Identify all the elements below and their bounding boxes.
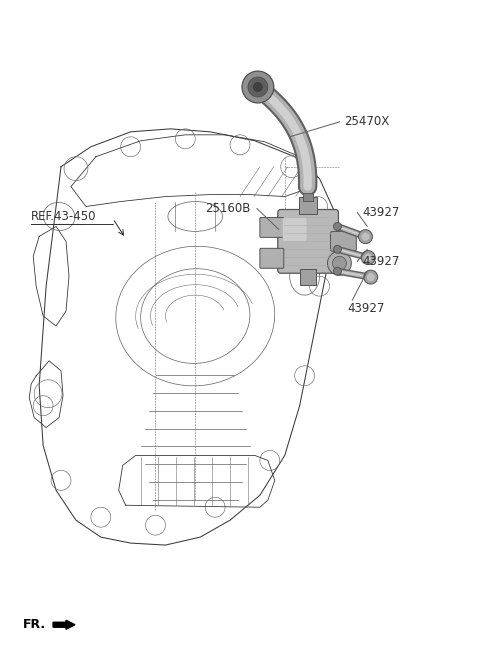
Circle shape — [361, 251, 375, 264]
Circle shape — [361, 233, 370, 241]
FancyBboxPatch shape — [330, 232, 356, 251]
Text: REF.43-450: REF.43-450 — [31, 210, 96, 223]
Text: 25470X: 25470X — [344, 115, 390, 129]
Circle shape — [367, 273, 375, 281]
Circle shape — [334, 222, 341, 230]
Bar — [299, 197, 316, 215]
Text: 43927: 43927 — [362, 255, 400, 268]
Circle shape — [242, 71, 274, 103]
Circle shape — [364, 270, 378, 284]
FancyBboxPatch shape — [260, 249, 284, 268]
FancyBboxPatch shape — [260, 218, 284, 237]
Circle shape — [327, 251, 351, 276]
Bar — [302, 193, 312, 201]
Circle shape — [334, 245, 341, 253]
FancyBboxPatch shape — [283, 218, 307, 241]
Circle shape — [334, 267, 341, 276]
Text: 43927: 43927 — [348, 302, 385, 315]
FancyArrow shape — [53, 621, 75, 629]
Circle shape — [253, 82, 263, 92]
Text: 43927: 43927 — [362, 206, 400, 219]
Circle shape — [248, 77, 268, 97]
Circle shape — [333, 256, 347, 270]
Text: 25160B: 25160B — [205, 202, 251, 215]
Bar — [300, 269, 315, 285]
Circle shape — [364, 254, 372, 262]
FancyBboxPatch shape — [278, 209, 338, 274]
Circle shape — [359, 230, 372, 243]
Text: FR.: FR. — [23, 618, 47, 631]
